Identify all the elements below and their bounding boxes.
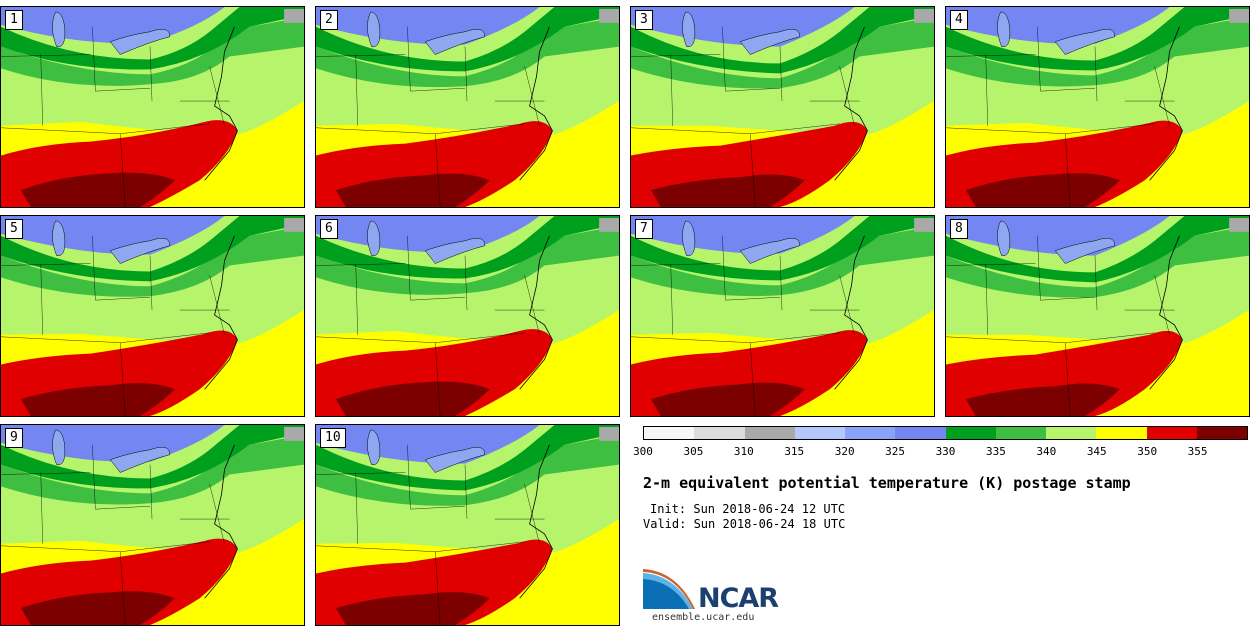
colorbar-tick-label: 305 xyxy=(683,445,704,458)
colorbar-tick-label: 300 xyxy=(633,445,653,458)
map-panel-9: 9 xyxy=(0,424,305,626)
panel-label: 4 xyxy=(950,10,968,30)
colorbar-segment xyxy=(995,427,1046,439)
temperature-map xyxy=(1,216,304,416)
temperature-map xyxy=(316,425,619,625)
colorbar-tick-label: 355 xyxy=(1187,445,1208,458)
colorbar-tick-label: 330 xyxy=(935,445,956,458)
panel-label: 8 xyxy=(950,219,968,239)
figure-title: 2-m equivalent potential temperature (K)… xyxy=(643,474,1131,492)
colorbar-segment xyxy=(895,427,946,439)
colorbar-segment xyxy=(744,427,795,439)
panel-label: 3 xyxy=(635,10,653,30)
ncar-logo-icon xyxy=(643,569,695,609)
valid-time: Valid: Sun 2018-06-24 18 UTC xyxy=(643,517,846,531)
map-panel-5: 5 xyxy=(0,215,305,417)
colorbar-segment xyxy=(945,427,996,439)
colorbar-tick-label: 325 xyxy=(885,445,906,458)
map-panel-4: 4 xyxy=(945,6,1250,208)
colorbar-segment xyxy=(1046,427,1097,439)
map-panel-7: 7 xyxy=(630,215,935,417)
colorbar-segment xyxy=(1146,427,1197,439)
temperature-map xyxy=(946,216,1249,416)
temperature-map xyxy=(1,425,304,625)
panel-label: 2 xyxy=(320,10,338,30)
temperature-map xyxy=(631,7,934,207)
colorbar-segment xyxy=(694,427,745,439)
map-panel-2: 2 xyxy=(315,6,620,208)
colorbar-segment xyxy=(845,427,896,439)
temperature-map xyxy=(946,7,1249,207)
map-panel-8: 8 xyxy=(945,215,1250,417)
map-panel-3: 3 xyxy=(630,6,935,208)
temperature-map xyxy=(316,7,619,207)
colorbar-segment xyxy=(1196,427,1247,439)
panel-label: 10 xyxy=(320,428,346,448)
colorbar-tick-label: 345 xyxy=(1086,445,1107,458)
colorbar xyxy=(643,426,1248,440)
ncar-logo-text: NCAR xyxy=(698,583,779,614)
colorbar-tick-label: 340 xyxy=(1036,445,1057,458)
colorbar-ticks: 300 305 310 315 320 325 330 335 340 345 350 355 xyxy=(633,445,1248,461)
temperature-map xyxy=(631,216,934,416)
colorbar-tick-label: 320 xyxy=(834,445,855,458)
init-time: Init: Sun 2018-06-24 12 UTC xyxy=(650,502,846,516)
colorbar-tick-label: 310 xyxy=(733,445,754,458)
colorbar-tick-label: 350 xyxy=(1137,445,1158,458)
panel-label: 7 xyxy=(635,219,653,239)
colorbar-segment xyxy=(644,427,695,439)
panel-label: 5 xyxy=(5,219,23,239)
panel-label: 9 xyxy=(5,428,23,448)
map-panel-1: 1 xyxy=(0,6,305,208)
logo-url: ensemble.ucar.edu xyxy=(652,612,755,623)
map-panel-10: 10 xyxy=(315,424,620,626)
colorbar-tick-label: 335 xyxy=(985,445,1006,458)
colorbar-segment xyxy=(1096,427,1147,439)
map-panel-6: 6 xyxy=(315,215,620,417)
panel-label: 6 xyxy=(320,219,338,239)
panel-label: 1 xyxy=(5,10,23,30)
temperature-map xyxy=(1,7,304,207)
colorbar-tick-label: 315 xyxy=(784,445,805,458)
temperature-map xyxy=(316,216,619,416)
colorbar-segment xyxy=(794,427,845,439)
